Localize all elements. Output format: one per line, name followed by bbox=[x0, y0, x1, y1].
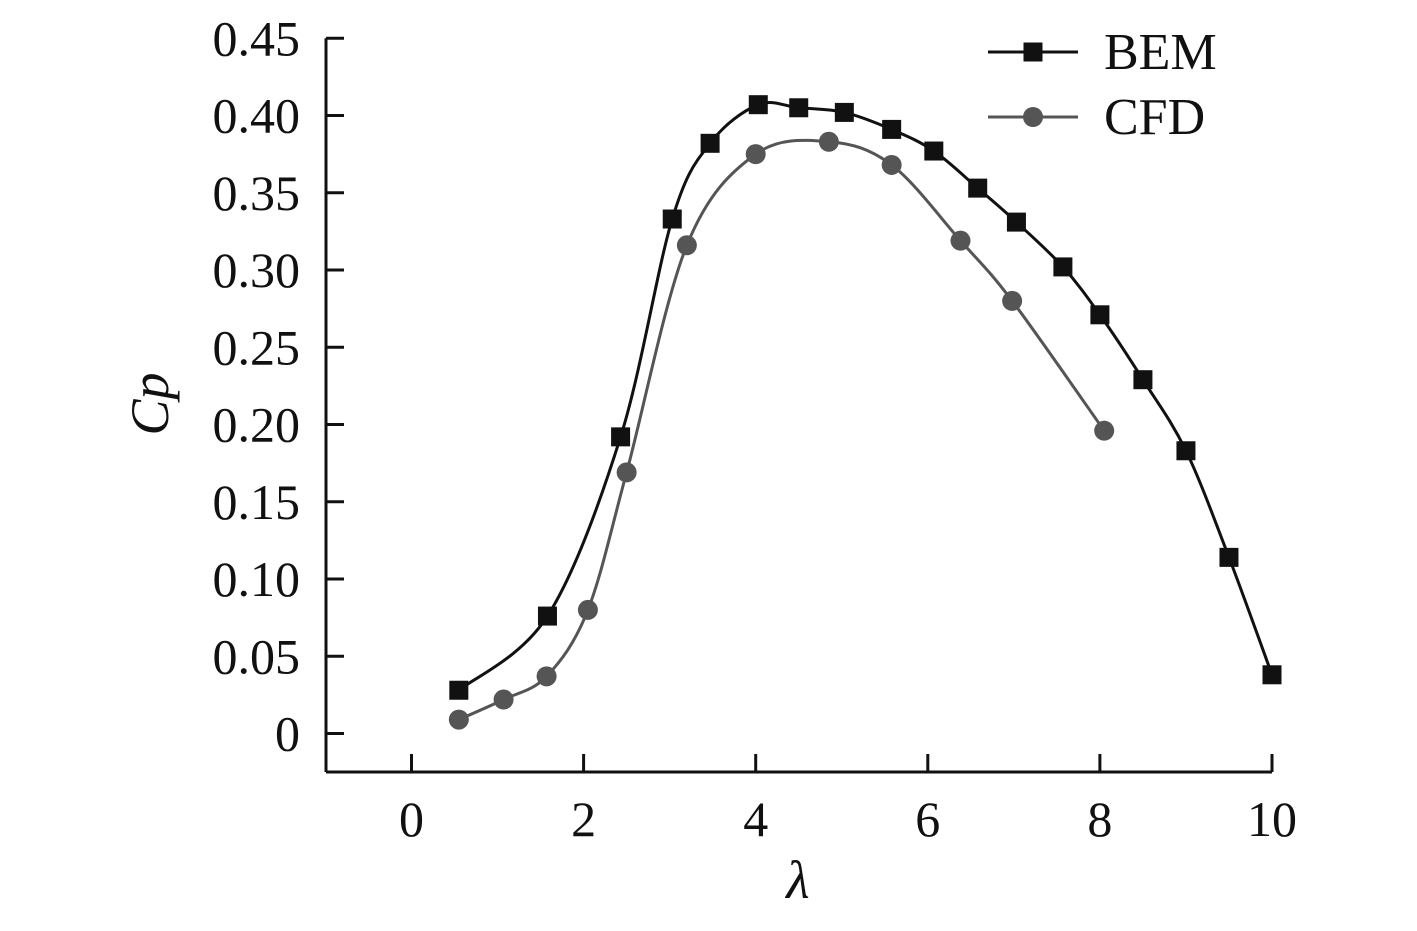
data-point-bem bbox=[1219, 547, 1239, 567]
data-point-bem bbox=[1176, 441, 1196, 461]
data-point-cfd bbox=[448, 709, 469, 730]
x-tick-label: 0 bbox=[399, 791, 424, 847]
data-point-bem bbox=[924, 141, 944, 161]
data-point-bem bbox=[1006, 212, 1026, 232]
data-point-bem bbox=[1090, 305, 1110, 325]
y-tick-label: 0.15 bbox=[213, 474, 301, 530]
data-point-bem bbox=[968, 178, 988, 198]
axes bbox=[324, 38, 1272, 774]
data-point-cfd bbox=[616, 462, 637, 483]
data-point-cfd bbox=[676, 235, 697, 256]
y-tick-label: 0.20 bbox=[213, 397, 301, 453]
data-point-bem bbox=[1262, 665, 1282, 685]
x-tick-label: 10 bbox=[1247, 791, 1297, 847]
data-point-cfd bbox=[577, 599, 598, 620]
series-line-cfd bbox=[458, 138, 1106, 721]
y-axis-title: Cp bbox=[120, 372, 180, 435]
legend-label-bem: BEM bbox=[1104, 24, 1217, 81]
y-tick-label: 0.45 bbox=[213, 10, 301, 66]
data-point-bem bbox=[748, 95, 768, 115]
legend: BEM CFD bbox=[988, 24, 1217, 146]
x-tick-label: 2 bbox=[571, 791, 596, 847]
data-point-bem bbox=[537, 606, 557, 626]
data-point-cfd bbox=[881, 154, 902, 175]
series-cfd bbox=[448, 131, 1115, 730]
data-point-cfd bbox=[818, 131, 839, 152]
data-point-bem bbox=[662, 209, 682, 229]
data-point-bem bbox=[882, 119, 902, 139]
series-line-bem bbox=[457, 100, 1274, 692]
data-point-bem bbox=[789, 98, 809, 118]
data-point-bem bbox=[449, 680, 469, 700]
data-point-bem bbox=[834, 102, 854, 122]
data-point-cfd bbox=[536, 666, 557, 687]
series bbox=[448, 95, 1282, 730]
legend-label-cfd: CFD bbox=[1104, 89, 1205, 146]
series-bem bbox=[449, 95, 1282, 700]
y-tick-label: 0.35 bbox=[213, 165, 301, 221]
y-tick-label: 0.40 bbox=[213, 88, 301, 144]
y-tick-label: 0.30 bbox=[213, 242, 301, 298]
data-point-bem bbox=[700, 133, 720, 153]
y-tick-label: 0.25 bbox=[213, 319, 301, 375]
legend-item-bem: BEM bbox=[988, 24, 1217, 81]
data-point-cfd bbox=[1002, 290, 1023, 311]
data-point-bem bbox=[1053, 257, 1073, 277]
x-tick-label: 8 bbox=[1087, 791, 1112, 847]
y-tick-label: 0 bbox=[275, 706, 300, 762]
x-tick-label: 6 bbox=[915, 791, 940, 847]
y-tick-label: 0.05 bbox=[213, 628, 301, 684]
data-point-cfd bbox=[1094, 420, 1115, 441]
x-axis-title: λ bbox=[784, 850, 809, 910]
data-point-bem bbox=[611, 427, 631, 447]
x-tick-label: 4 bbox=[743, 791, 768, 847]
y-tick-label: 0.10 bbox=[213, 551, 301, 607]
data-point-cfd bbox=[950, 230, 971, 251]
ticks: 0 0.05 0.10 0.15 0.20 0.25 0.30 0.35 0.40 0.45 0 2 4… bbox=[213, 10, 1298, 847]
legend-marker-cfd bbox=[1023, 107, 1043, 127]
data-point-cfd bbox=[745, 144, 766, 165]
legend-marker-bem bbox=[1023, 42, 1043, 62]
legend-item-cfd: CFD bbox=[988, 89, 1205, 146]
data-point-cfd bbox=[493, 689, 514, 710]
data-point-bem bbox=[1133, 370, 1153, 390]
